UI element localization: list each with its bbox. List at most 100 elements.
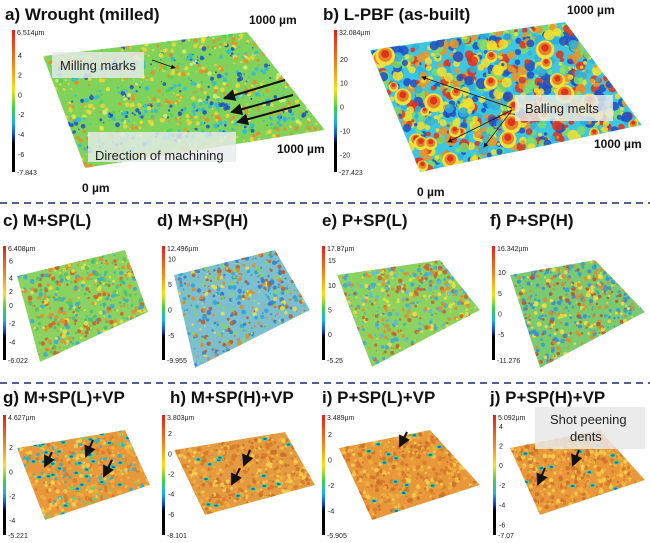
colorbar: 3.489µm -5.905 2 0 -2 -4 (322, 415, 355, 540)
colorbar-gradient (493, 415, 496, 535)
annotation-box (88, 132, 236, 162)
colorbar-tick-label: 10 (340, 81, 348, 88)
colorbar-tick-label: 5 (498, 291, 502, 298)
colorbar-tick-label: 20 (340, 57, 348, 64)
arrow-icon (447, 109, 513, 143)
colorbar-tick-label: 2 (328, 432, 332, 439)
colorbar-max-label: 32.084µm (339, 30, 370, 37)
colorbar-tick-label: -5 (168, 333, 174, 340)
colorbar-tick-label: 0 (9, 469, 13, 476)
colorbar-gradient (492, 246, 495, 360)
colorbar-tick-label: -10 (340, 128, 350, 135)
axis-label-x-end: 1000 µm (594, 137, 642, 151)
colorbar-min-label: -11.276 (497, 358, 520, 365)
colorbar-tick-label: -4 (168, 492, 174, 499)
colorbar-gradient (322, 246, 325, 360)
colorbar-tick-label: -4 (9, 339, 15, 346)
colorbar-max-label: 5.092µm (498, 415, 526, 422)
colorbar-max-label: 6.514µm (17, 30, 45, 37)
surface-map (370, 22, 642, 172)
panel-h: h) M+SP(H)+VP 3.803µm -8.101 2 0 -2 -4 -6 (162, 388, 315, 540)
surface-map (339, 430, 480, 520)
arrow-icon (421, 76, 513, 109)
colorbar-tick-label: 10 (168, 257, 176, 264)
colorbar: 3.803µm -8.101 2 0 -2 -4 -6 (162, 415, 195, 540)
colorbar-tick-label: 2 (18, 73, 22, 80)
colorbar-min-label: -6.022 (8, 358, 28, 365)
panel-f: f) P+SP(H) 16.342µm -11.276 10 5 0 -5 (490, 211, 645, 368)
axis-label-y-end: 1000 µm (249, 13, 297, 27)
colorbar-tick-label: 0 (168, 307, 172, 314)
arrow-icon (230, 94, 294, 116)
colorbar-tick-label: -6 (499, 522, 505, 529)
colorbar-min-label: -9.955 (167, 358, 187, 365)
panel-i: i) P+SP(L)+VP 3.489µm -5.905 2 0 -2 -4 (322, 388, 480, 540)
colorbar-tick-label: 0 (499, 463, 503, 470)
colorbar-gradient (322, 415, 325, 535)
panel-title: a) Wrought (milled) (5, 5, 160, 24)
annotation-label: dents (570, 429, 602, 444)
colorbar-tick-label: -4 (499, 503, 505, 510)
colorbar-tick-label: 10 (498, 270, 506, 277)
colorbar-min-label: -5.905 (327, 533, 347, 540)
arrow-icon (571, 449, 583, 467)
annotation-box (535, 407, 645, 449)
colorbar-max-label: 4.627µm (8, 415, 36, 422)
colorbar-min-label: -5.221 (8, 533, 28, 540)
colorbar-tick-label: 2 (499, 444, 503, 451)
panel-title: b) L-PBF (as-built) (323, 5, 470, 24)
colorbar: 17.87µm -5.25 15 10 5 0 (322, 246, 355, 365)
colorbar-tick-label: 4 (9, 275, 13, 282)
highlight-circle-icon (593, 450, 623, 480)
panel-g: g) M+SP(L)+VP 4.627µm -5.221 2 0 -2 -4 (3, 388, 150, 540)
colorbar-tick-label: 2 (9, 289, 13, 296)
surface-map (510, 260, 645, 368)
colorbar-tick-label: -4 (328, 509, 334, 516)
arrow-icon (242, 449, 254, 467)
colorbar-tick-label: 6 (9, 259, 13, 266)
surface-map (17, 250, 148, 362)
axis-label-x-end: 1000 µm (277, 142, 325, 156)
colorbar: 32.084µm -27.423 20 10 0 -10 -20 (334, 30, 370, 177)
annotation-label: Milling marks (60, 58, 136, 73)
colorbar-max-label: 6.408µm (8, 246, 36, 253)
colorbar-max-label: 16.342µm (497, 246, 528, 253)
surface-map (174, 250, 310, 368)
axis-label-origin: 0 µm (417, 185, 445, 199)
colorbar-gradient (162, 246, 165, 360)
colorbar-gradient (334, 30, 337, 172)
axis-label-origin: 0 µm (82, 181, 110, 195)
panel-j: j) P+SP(H)+VP 5.092µm -7.07 4 2 0 -2 -4 -6 Shot p… (489, 388, 645, 540)
colorbar-tick-label: 15 (328, 258, 336, 265)
colorbar-tick-label: -2 (499, 483, 505, 490)
colorbar-tick-label: 0 (498, 311, 502, 318)
colorbar-max-label: 3.489µm (327, 415, 355, 422)
colorbar-tick-label: -4 (18, 132, 24, 139)
surface-map (510, 430, 645, 515)
arrow-icon (399, 431, 410, 448)
panel-c: c) M+SP(L) 6.408µm -6.022 6 4 2 0 -2 -4 (3, 211, 148, 365)
colorbar-tick-label: 0 (328, 458, 332, 465)
colorbar-tick-label: 0 (328, 332, 332, 339)
colorbar: 16.342µm -11.276 10 5 0 -5 (492, 246, 528, 365)
colorbar: 5.092µm -7.07 4 2 0 -2 -4 -6 (493, 415, 526, 540)
axis-label-y-end: 1000 µm (567, 3, 615, 17)
colorbar-tick-label: 5 (168, 282, 172, 289)
colorbar-max-label: 17.87µm (327, 246, 355, 253)
colorbar-tick-label: 0 (18, 92, 22, 99)
colorbar: 12.496µm -9.955 10 5 0 -5 (162, 246, 198, 365)
annotation-box (515, 95, 613, 121)
colorbar-min-label: -7.07 (498, 533, 514, 540)
colorbar-tick-label: 10 (328, 283, 336, 290)
surface-map (17, 430, 150, 520)
panel-e: e) P+SP(L) 17.87µm -5.25 15 10 5 0 (322, 211, 480, 367)
colorbar-tick-label: -2 (168, 471, 174, 478)
panel-title: e) P+SP(L) (322, 211, 408, 230)
colorbar-gradient (162, 415, 165, 535)
colorbar-tick-label: -5 (498, 332, 504, 339)
arrow-icon (223, 79, 286, 101)
annotation-label: Direction of machining (95, 148, 224, 163)
colorbar: 4.627µm -5.221 2 0 -2 -4 (3, 415, 36, 540)
